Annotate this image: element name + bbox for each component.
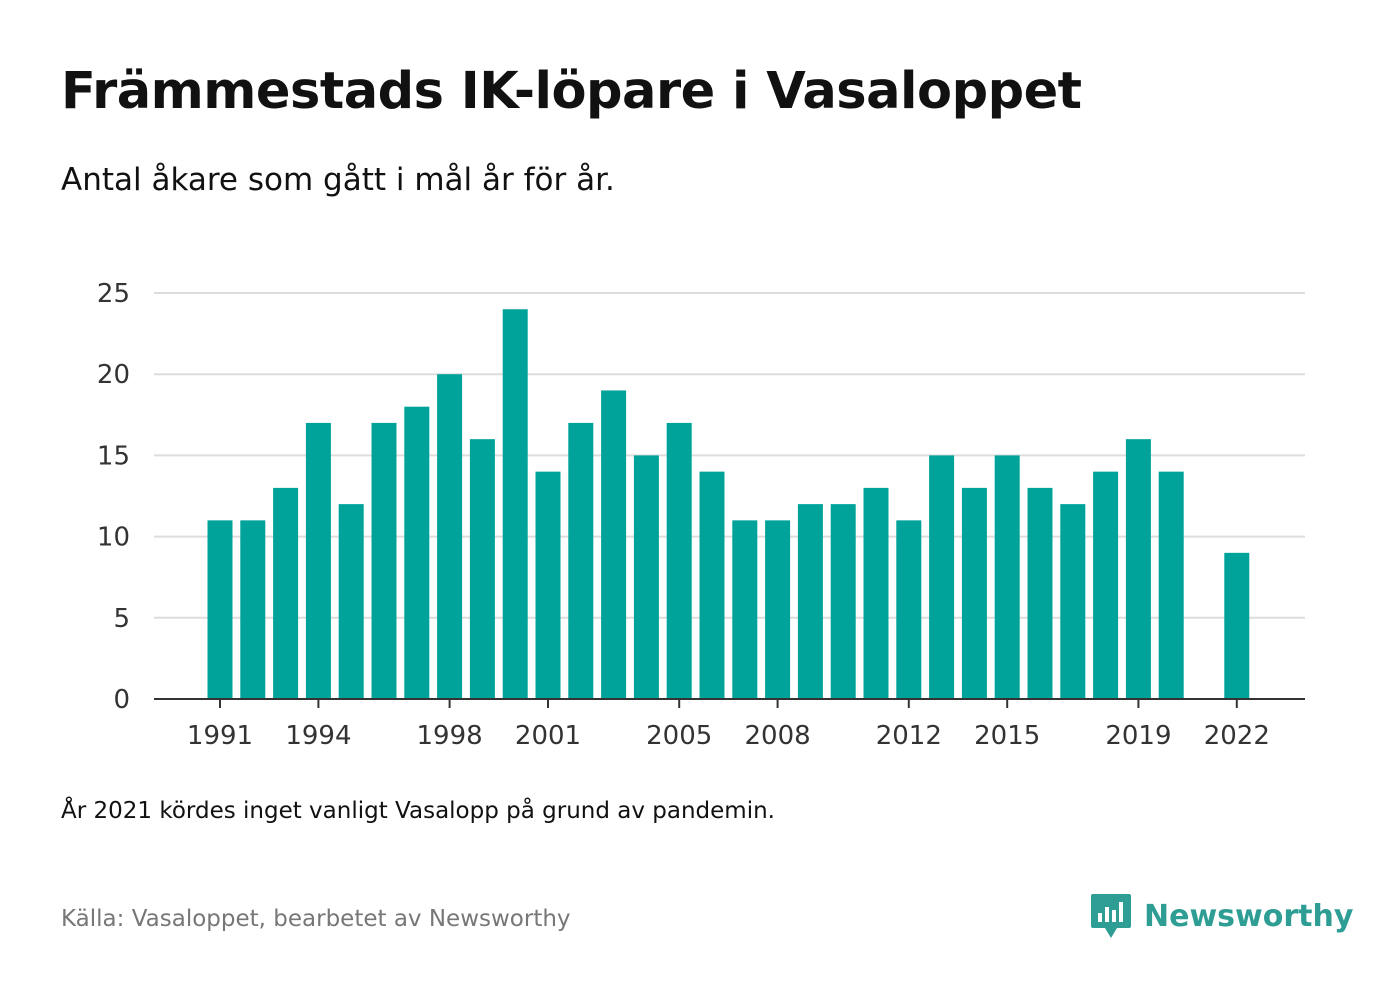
bar <box>830 504 856 699</box>
bar <box>240 520 266 699</box>
bar <box>633 455 659 699</box>
y-tick-label: 15 <box>97 441 130 471</box>
x-tick-label: 2005 <box>646 721 712 751</box>
chart-title: Främmestads IK-löpare i Vasaloppet <box>61 62 1082 121</box>
y-tick-label: 20 <box>97 360 130 390</box>
source-credit: Källa: Vasaloppet, bearbetet av Newswort… <box>61 906 571 932</box>
y-tick-label: 5 <box>113 604 130 634</box>
bar <box>404 406 430 699</box>
y-tick-labels: 0 5 10 15 20 25 <box>97 279 130 715</box>
x-tick-label: 1994 <box>285 721 351 751</box>
bar <box>1093 471 1119 699</box>
bar <box>1027 487 1053 699</box>
x-tick-label: 2022 <box>1204 721 1270 751</box>
y-tick-label: 0 <box>113 685 130 715</box>
x-tick-label: 2012 <box>876 721 942 751</box>
bar <box>1125 439 1151 699</box>
x-tick-label: 2008 <box>745 721 811 751</box>
bar <box>994 455 1020 699</box>
bar <box>1158 471 1184 699</box>
bar <box>961 487 987 699</box>
bar <box>765 520 791 699</box>
bar <box>699 471 725 699</box>
bar <box>896 520 922 699</box>
bar <box>863 487 889 699</box>
x-tick-label: 1991 <box>187 721 253 751</box>
bar <box>502 309 528 699</box>
y-tick-label: 25 <box>97 279 130 309</box>
x-tick-label: 1998 <box>417 721 483 751</box>
bar <box>797 504 823 699</box>
bar <box>338 504 364 699</box>
bar <box>1224 552 1250 699</box>
bar <box>371 422 397 699</box>
newsworthy-chart-bubble-icon <box>1091 894 1131 938</box>
bar <box>929 455 955 699</box>
bar <box>535 471 561 699</box>
bar <box>601 390 627 699</box>
bar-chart: 0 5 10 15 20 25 1991 1994 1998 2001 2005 2008 2012 2… <box>97 279 1305 751</box>
chart-subtitle: Antal åkare som gått i mål år för år. <box>61 162 615 198</box>
x-tick-label: 2001 <box>515 721 581 751</box>
x-tick-labels: 1991 1994 1998 2001 2005 2008 2012 2015 2019 2022 <box>187 699 1270 751</box>
x-tick-label: 2015 <box>974 721 1040 751</box>
bar <box>207 520 233 699</box>
bar <box>568 422 594 699</box>
bar <box>732 520 758 699</box>
brand-name: Newsworthy <box>1144 898 1354 934</box>
footnote: År 2021 kördes inget vanligt Vasalopp på… <box>61 798 775 824</box>
bar <box>469 439 495 699</box>
y-tick-label: 10 <box>97 523 130 553</box>
bar <box>666 422 692 699</box>
bar <box>305 422 331 699</box>
x-tick-label: 2019 <box>1105 721 1171 751</box>
bars <box>207 309 1250 699</box>
brand-logo: Newsworthy <box>1090 892 1353 940</box>
bar <box>1060 504 1086 699</box>
bar <box>437 374 463 699</box>
bar <box>273 487 299 699</box>
